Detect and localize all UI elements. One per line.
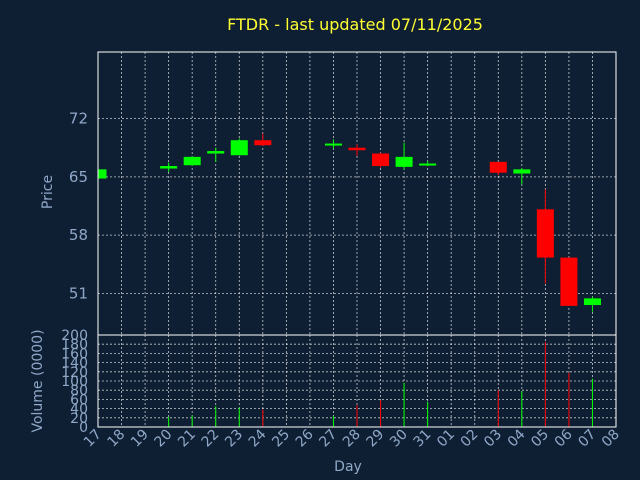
x-tick-label: 28 [340,427,364,451]
price-tick-label: 51 [69,284,88,302]
volume-tick-label: 60 [70,392,88,408]
candle-body [513,169,531,174]
price-axis-label: Price [40,175,56,209]
x-axis-label: Day [334,459,362,475]
candle-body [98,169,107,179]
x-tick-label: 08 [599,427,623,451]
x-tick-label: 07 [575,427,599,451]
candle-body [395,156,413,167]
candle-body [560,257,578,306]
x-tick-label: 05 [528,427,552,451]
candle-body [254,140,272,146]
candle-body [583,298,601,306]
x-tick-label: 18 [104,427,128,451]
x-tick-label: 30 [387,427,411,451]
chart-title: FTDR - last updated 07/11/2025 [227,15,483,34]
volume-tick-label: 20 [70,411,88,427]
volume-tick-label: 100 [61,374,88,390]
x-tick-label: 04 [505,426,529,450]
candle-body [372,153,390,167]
price-tick-label: 58 [69,226,88,244]
x-tick-label: 31 [411,427,435,451]
volume-tick-label: 40 [70,402,88,418]
candle-body [348,147,366,151]
marks-layer [97,133,601,427]
x-tick-label: 24 [246,426,270,450]
x-tick-label: 29 [363,427,387,451]
x-tick-label: 03 [481,427,505,451]
x-tick-label: 02 [458,427,482,451]
volume-tick-label: 180 [61,337,88,353]
price-tick-label: 72 [69,110,88,128]
volume-tick-label: 160 [61,346,88,362]
x-tick-label: 22 [199,427,223,451]
x-tick-label: 01 [434,427,458,451]
x-tick-label: 27 [316,427,340,451]
volume-tick-label: 0 [79,420,88,436]
x-tick-label: 19 [128,427,152,451]
candle-body [489,161,507,173]
candle-body [419,163,437,166]
volume-tick-label: 140 [61,356,88,372]
x-tick-label: 20 [152,427,176,451]
x-tick-label: 06 [552,426,576,450]
volume-tick-label: 200 [61,328,88,344]
x-tick-label: 21 [175,427,199,451]
x-tick-label: 23 [222,427,246,451]
candle-body [160,166,178,169]
volume-tick-label: 80 [70,383,88,399]
candle-body [324,143,342,146]
volume-axis-label: Volume (0000) [30,329,46,432]
candle-body [183,156,201,166]
volume-tick-label: 120 [61,365,88,381]
candle-body [536,209,554,258]
candle-body [230,140,248,156]
volume-panel-frame [97,334,617,428]
x-tick-label: 26 [293,426,317,450]
price-tick-label: 65 [69,168,88,186]
candle-body [207,151,225,154]
x-tick-label: 25 [269,427,293,451]
